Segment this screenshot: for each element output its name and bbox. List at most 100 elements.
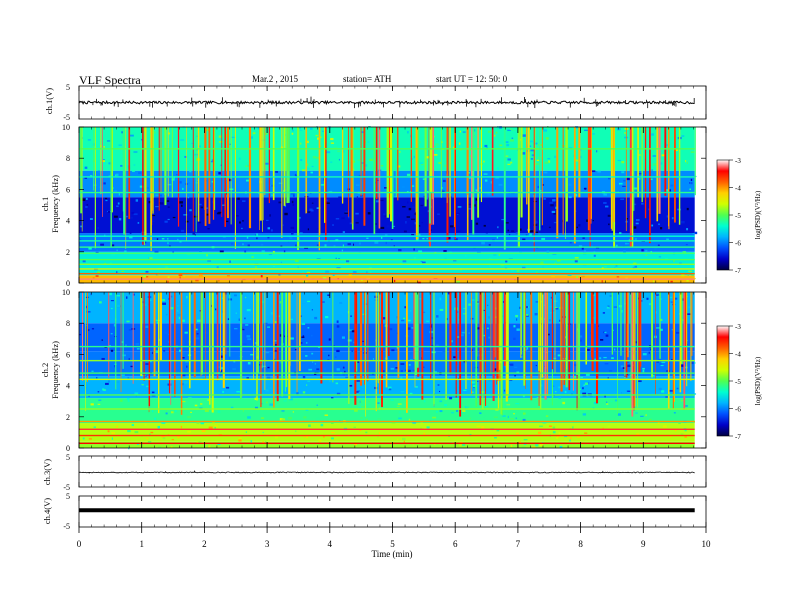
spec-ch1-sferic-stripe xyxy=(350,127,353,198)
spec-ch1-speckle xyxy=(332,224,334,226)
spec-ch1-speckle xyxy=(364,164,368,167)
spec-ch1-speckle xyxy=(376,178,380,180)
spec-ch1-speckle xyxy=(220,164,222,167)
spec-ch1-speckle xyxy=(504,141,509,144)
spec-ch2-speckle xyxy=(604,363,609,365)
spec-ch2-speckle xyxy=(494,316,498,319)
spec-ch1-speckle xyxy=(309,127,313,130)
spec-ch2-sferic-stripe xyxy=(229,292,231,357)
spec-ch1-speckle xyxy=(198,274,203,277)
spec-ch1-speckle xyxy=(93,159,95,163)
spec-ch1-speckle xyxy=(352,271,357,273)
spec-ch2-sferic-stripe xyxy=(475,292,478,407)
spec-ch2-sferic-stripe xyxy=(377,292,379,384)
spec-ch2-sferic-stripe xyxy=(577,292,581,409)
spec-ch2-speckle xyxy=(444,388,447,392)
spec-ch2-speckle xyxy=(579,339,582,342)
spec-ch1-band xyxy=(79,251,695,276)
spec-ch2-speckle xyxy=(514,375,517,377)
ch1-colorbar-gradient xyxy=(717,160,729,270)
spec-ch1-speckle xyxy=(665,144,669,147)
spec-ch1-speckle xyxy=(155,206,159,208)
spec-ch2-speckle xyxy=(401,437,406,441)
spec-ch2-sferic-stripe xyxy=(416,292,419,368)
spec-ch2-sferic-stripe xyxy=(257,292,259,360)
ch1-colorbar: -3-4-5-6-7 log(PSD)(V²/Hz) xyxy=(716,157,762,275)
spec-ch1-speckle xyxy=(367,141,370,143)
spec-ch2-speckle xyxy=(407,369,411,373)
spec-ch2-speckle xyxy=(329,380,331,383)
spec-ch2-speckle xyxy=(318,346,321,348)
spec-ch2-speckle xyxy=(426,320,430,322)
spec-ch2-speckle xyxy=(642,369,645,373)
spec-ch1-speckle xyxy=(306,167,310,170)
spec-ch2-speckle xyxy=(227,318,229,321)
spec-ch1-speckle xyxy=(505,155,509,157)
spec-ch2-speckle xyxy=(585,348,590,351)
spec-ch1-speckle xyxy=(202,158,204,162)
ch1-ylabel: ch.1(V) xyxy=(44,88,54,114)
colorbar-tick-label: -3 xyxy=(735,323,741,331)
spec-ch1-sferic-stripe xyxy=(668,127,670,230)
spec-ch2-sferic-stripe xyxy=(120,292,122,393)
spec-ch2-speckle xyxy=(449,396,453,400)
spec-ch2-speckle xyxy=(302,335,305,337)
time-tick-label: 0 xyxy=(77,539,82,549)
spec-ch1-speckle xyxy=(576,226,578,229)
spec-ch2-speckle xyxy=(345,376,349,378)
spec-ch2-speckle xyxy=(181,401,186,403)
spec-ch2-speckle xyxy=(180,425,182,429)
spec-ch2-speckle xyxy=(549,305,553,308)
spec-ch2-speckle xyxy=(585,374,590,376)
spec-ch1-speckle xyxy=(229,260,233,262)
spec-ch2-speckle xyxy=(331,422,334,424)
spec-ch2-speckle xyxy=(116,425,118,428)
station-label: station= ATH xyxy=(343,74,392,84)
spec-ch2-speckle xyxy=(439,308,444,311)
spec-ch1-speckle xyxy=(167,276,170,278)
spec-ch1-speckle xyxy=(358,174,362,177)
spec-ch1-speckle xyxy=(384,234,388,236)
spec-ch1-speckle xyxy=(660,162,663,165)
spec-ch1-sferic-stripe xyxy=(674,127,676,223)
spec-ch1-speckle xyxy=(637,154,641,156)
spec-ch1-sferic-stripe xyxy=(390,127,393,222)
spec-ch1-speckle xyxy=(304,281,308,283)
spec-ch2-speckle xyxy=(559,446,563,448)
spec-ch1-speckle xyxy=(661,154,665,157)
spec-ch1-speckle xyxy=(582,263,587,267)
spec-ch2-sferic-stripe xyxy=(630,292,632,409)
spec-ch2-speckle xyxy=(336,349,340,353)
spec-ch1-speckle xyxy=(421,221,423,224)
spec-ch2-speckle xyxy=(398,417,402,420)
spec-ch2-speckle xyxy=(470,317,474,320)
spec-ch1-sferic-stripe xyxy=(262,127,264,221)
spec-ch1-sferic-stripe xyxy=(440,127,442,198)
spec-ch1-speckle xyxy=(104,262,106,265)
spec-ch1-sferic-stripe xyxy=(694,127,696,196)
spec-ch1-speckle xyxy=(493,134,496,137)
spec-ch1-speckle xyxy=(97,227,99,230)
spec-ch1-speckle xyxy=(196,148,199,151)
colorbar-tick-label: -6 xyxy=(735,240,741,248)
spec-ch2-speckle xyxy=(433,371,438,374)
spec-ch1-speckle xyxy=(198,165,202,168)
spec-ch2-speckle xyxy=(535,370,539,373)
spec-ch2-speckle xyxy=(460,410,465,414)
spec-ch1-speckle xyxy=(142,275,147,278)
spec-ch2-speckle xyxy=(423,366,425,369)
spec-ch1-speckle xyxy=(369,158,373,162)
spec-ch2-speckle xyxy=(398,411,401,414)
spec-ch2-ytick-label: 4 xyxy=(66,382,70,391)
spec-ch2-speckle xyxy=(136,348,140,350)
spec-ch1-speckle xyxy=(496,167,499,170)
spec-ch2-sferic-stripe xyxy=(159,292,162,361)
spec-ch2-speckle xyxy=(214,426,216,429)
spec-ch1-speckle xyxy=(87,139,91,141)
spec-ch1-sferic-stripe xyxy=(208,127,211,224)
spec-ch2-speckle xyxy=(423,400,426,403)
spec-ch1-speckle xyxy=(320,136,322,138)
spec-ch1-speckle xyxy=(475,189,479,192)
ch2-colorbar-label: log(PSD)(V²/Hz) xyxy=(754,356,762,405)
spec-ch2-speckle xyxy=(466,405,468,408)
